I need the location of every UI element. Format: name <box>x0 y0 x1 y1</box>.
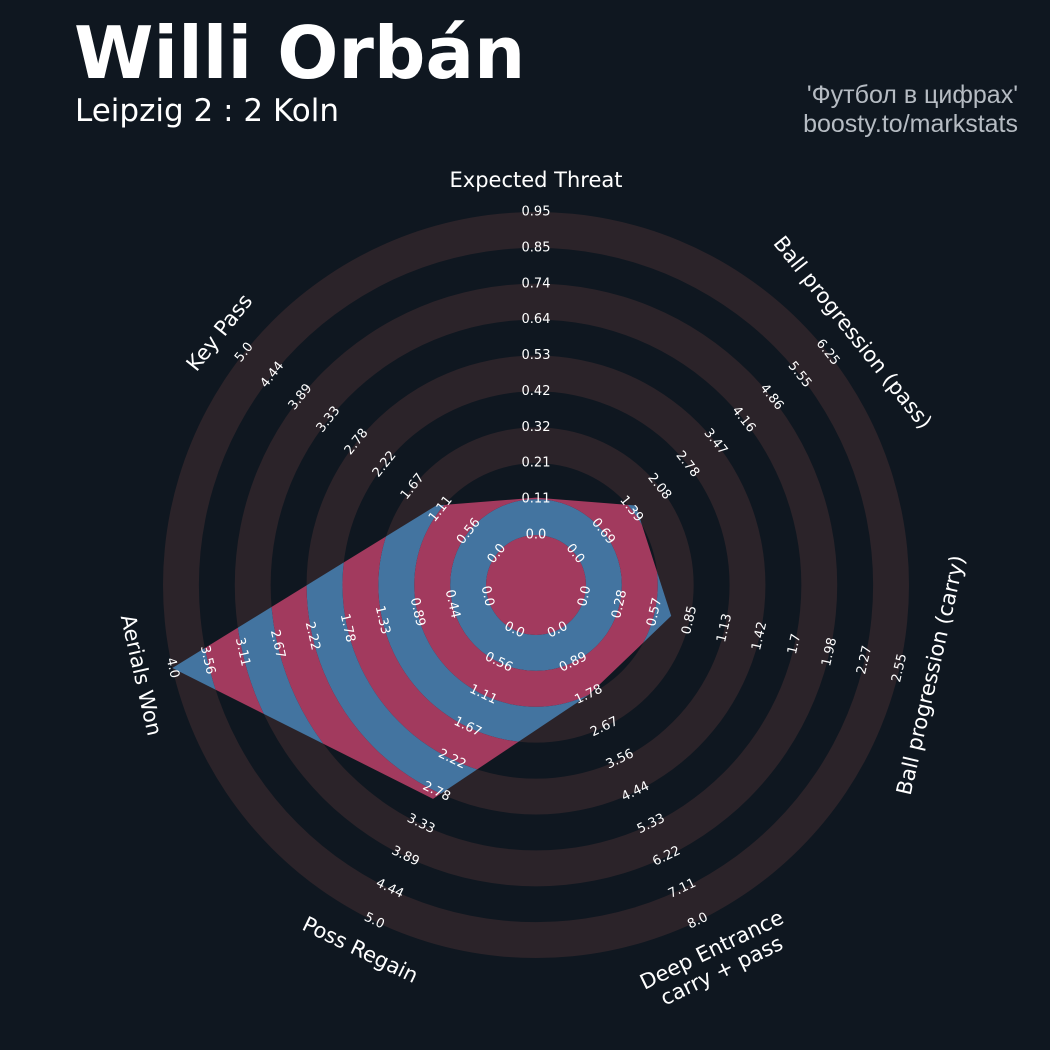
player-name: Willi Orbán <box>74 11 526 95</box>
tick-label: 2.55 <box>889 652 910 684</box>
credit-line-1: 'Футбол в цифрах' <box>806 81 1018 109</box>
tick-label: 1.33 <box>372 604 393 636</box>
tick-label: 1.78 <box>337 612 358 644</box>
tick-label: 1.13 <box>714 612 735 644</box>
tick-label: 0.95 <box>522 205 551 220</box>
credit-block: 'Футбол в цифрах' boosty.to/markstats <box>803 81 1018 139</box>
value-polygon <box>172 497 672 799</box>
tick-label: 1.7 <box>785 632 804 656</box>
param-label-line: Aerials Won <box>116 612 167 738</box>
tick-label: 0.0 <box>478 584 497 608</box>
tick-label: 4.0 <box>163 656 182 680</box>
tick-label: 0.28 <box>609 588 630 620</box>
tick-label: 0.64 <box>522 312 551 327</box>
tick-label: 0.74 <box>522 276 551 291</box>
polygon-band <box>450 499 622 671</box>
tick-label: 0.0 <box>575 584 594 608</box>
tick-label: 0.42 <box>522 384 551 399</box>
param-label-line: Expected Threat <box>450 168 623 192</box>
tick-labels: 0.0 0.11 0.21 0.32 0.42 0.53 0.64 0.74 0.85 0.95 0… <box>163 205 910 933</box>
tick-label: 0.85 <box>522 240 551 255</box>
tick-label: 0.85 <box>679 604 700 636</box>
tick-label: 0.53 <box>522 348 551 363</box>
tick-label: 2.22 <box>302 620 323 652</box>
tick-label: 3.11 <box>232 636 253 668</box>
tick-label: 0.44 <box>442 588 463 620</box>
tick-label: 0.32 <box>522 420 551 435</box>
match-title: Leipzig 2 : 2 Koln <box>75 93 339 129</box>
polygon-band <box>414 497 658 707</box>
tick-label: 2.67 <box>267 628 288 660</box>
tick-label: 2.27 <box>854 644 875 676</box>
tick-label: 0.21 <box>522 456 551 471</box>
polygon-center <box>486 535 586 635</box>
tick-label: 1.98 <box>819 636 840 668</box>
param-label: Expected Threat <box>450 168 623 192</box>
tick-label: 0.89 <box>407 596 428 628</box>
credit-line-2: boosty.to/markstats <box>803 110 1018 138</box>
tick-label: 0.11 <box>522 492 551 507</box>
tick-label: 0.57 <box>644 596 665 628</box>
param-label: Aerials Won <box>116 612 167 738</box>
tick-label: 3.56 <box>197 644 218 676</box>
tick-label: 0.0 <box>526 528 547 543</box>
tick-label: 1.42 <box>749 620 770 652</box>
